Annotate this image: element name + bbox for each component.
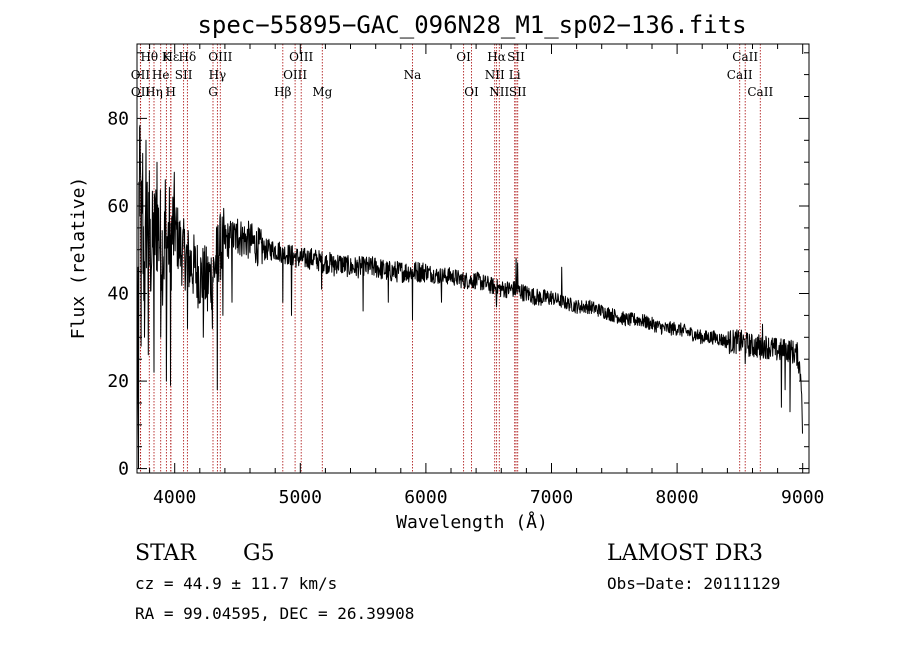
line-label-3: He (152, 68, 170, 82)
flux-series-line (136, 124, 803, 470)
y-tick-label-20: 20 (107, 371, 129, 392)
line-label-7: Hε (163, 50, 180, 64)
line-label-17: Na (404, 68, 422, 82)
line-label-18: OI (456, 50, 471, 64)
x-tick-label-4000: 4000 (153, 487, 196, 508)
line-label-11: Hγ (209, 68, 227, 82)
line-label-20: Hα (487, 50, 506, 64)
y-tick-label-40: 40 (107, 284, 129, 305)
survey-name: LAMOST DR3 (607, 541, 763, 566)
y-tick-label-0: 0 (118, 459, 129, 480)
line-label-25: SII (509, 85, 527, 99)
line-markers (139, 44, 761, 473)
line-label-24: Li (509, 68, 521, 82)
y-tick-label-80: 80 (107, 108, 129, 129)
line-label-5: K (162, 50, 172, 64)
y-tick-label-60: 60 (107, 196, 129, 217)
x-tick-label-5000: 5000 (279, 487, 322, 508)
object-subclass: G5 (243, 541, 275, 566)
line-label-28: CaII (747, 85, 773, 99)
line-label-8: SII (175, 68, 193, 82)
line-label-2: OII (131, 85, 151, 99)
line-label-4: Hη (145, 85, 163, 99)
line-label-22: NII (489, 85, 509, 99)
x-tick-label-7000: 7000 (530, 487, 573, 508)
line-label-27: CaII (727, 68, 753, 82)
y-axis-label: Flux (relative) (68, 177, 89, 340)
obs-date: Obs−Date: 20111129 (607, 574, 780, 593)
chart-title: spec−55895−GAC_096N28_M1_sp02−136.fits (197, 11, 746, 39)
line-label-21: NII (485, 68, 505, 82)
x-tick-label-9000: 9000 (781, 487, 824, 508)
object-class: STAR (135, 541, 197, 566)
line-label-23: SII (507, 50, 525, 64)
line-label-19: OI (464, 85, 479, 99)
coordinates: RA = 99.04595, DEC = 26.39908 (135, 604, 414, 623)
line-label-13: Hβ (274, 85, 291, 99)
line-label-14: OIII (289, 50, 313, 64)
line-label-16: Mg (312, 85, 332, 99)
line-label-26: CaII (732, 50, 758, 64)
line-label-10: OIII (208, 50, 232, 64)
line-label-9: Hδ (179, 50, 197, 64)
x-axis-ticks: 4000 5000 6000 7000 8000 9000 (149, 44, 824, 508)
line-label-15: OIII (283, 68, 307, 82)
x-axis-label: Wavelength (Å) (396, 511, 548, 533)
line-label-12: G (208, 85, 218, 99)
line-label-6: H (165, 85, 175, 99)
x-tick-label-6000: 6000 (404, 487, 447, 508)
y-axis-ticks: 0 20 40 60 80 (107, 52, 809, 480)
plot-frame (136, 43, 810, 474)
line-label-0: Hθ (140, 50, 158, 64)
x-tick-label-8000: 8000 (655, 487, 698, 508)
series-group (136, 124, 803, 470)
redshift-info: cz = 44.9 ± 11.7 km/s (135, 574, 337, 593)
